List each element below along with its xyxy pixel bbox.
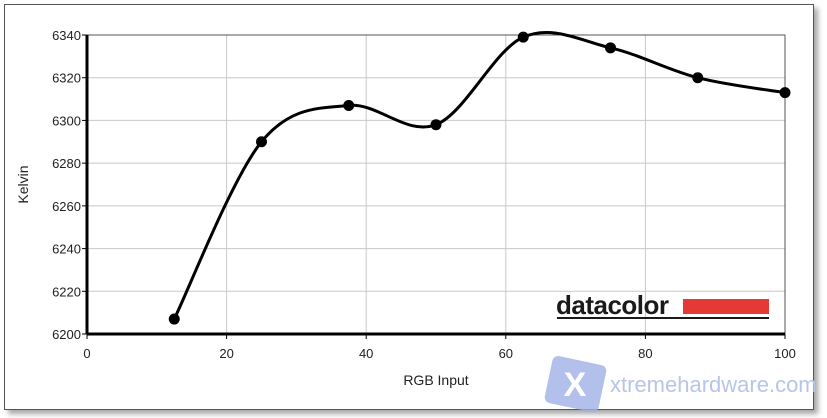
- data-point: [430, 119, 442, 131]
- y-axis-label: Kelvin: [15, 165, 31, 203]
- x-tick-label: 60: [499, 346, 513, 361]
- y-tick-label: 6340: [52, 28, 81, 43]
- data-point: [692, 72, 704, 84]
- y-tick-label: 6240: [52, 242, 81, 257]
- x-tick-label: 0: [83, 346, 90, 361]
- y-tick-label: 6260: [52, 199, 81, 214]
- data-point: [517, 31, 529, 43]
- data-point: [256, 136, 267, 148]
- datacolor-logo-bar: [683, 299, 769, 314]
- x-axis-label: RGB Input: [403, 372, 468, 388]
- y-tick-label: 6300: [52, 113, 81, 128]
- data-point: [168, 313, 180, 325]
- data-point: [605, 42, 616, 54]
- y-tick-label: 6320: [52, 71, 81, 86]
- y-tick-label: 6220: [52, 284, 81, 299]
- x-tick-label: 100: [774, 346, 796, 361]
- data-point: [343, 99, 355, 111]
- data-point: [779, 87, 791, 99]
- watermark-text: xtremehardware.com: [610, 372, 817, 397]
- x-tick-label: 80: [638, 346, 652, 361]
- x-tick-label: 40: [359, 346, 373, 361]
- y-tick-label: 6200: [52, 327, 81, 342]
- xtremehardware-watermark: X: [544, 356, 607, 413]
- plot-border: [86, 34, 786, 335]
- datacolor-logo: datacolor: [556, 290, 669, 320]
- y-tick-label: 6280: [52, 156, 81, 171]
- x-tick-label: 20: [219, 346, 233, 361]
- svg-text:X: X: [564, 366, 587, 404]
